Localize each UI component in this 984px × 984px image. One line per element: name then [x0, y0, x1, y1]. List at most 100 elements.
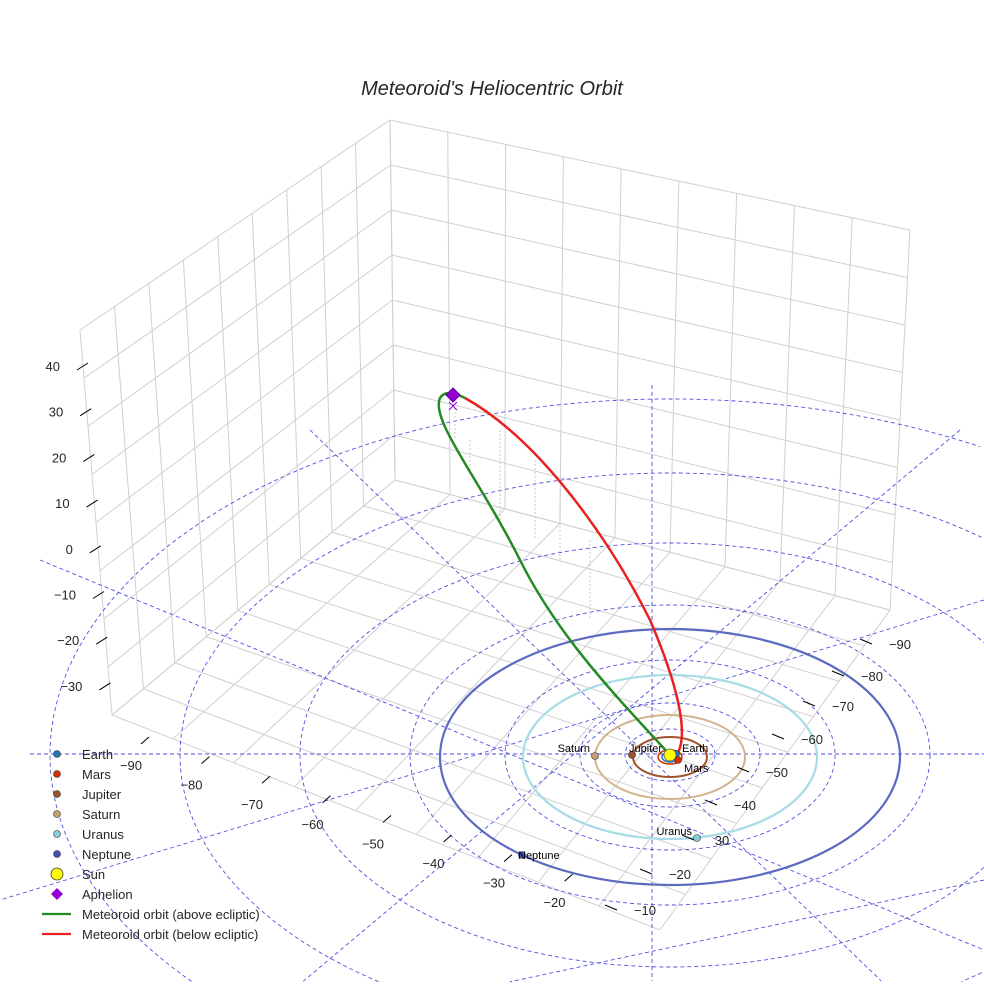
grid-line — [83, 164, 908, 379]
legend-earth-icon — [53, 750, 61, 758]
aphelion-marker — [445, 387, 461, 403]
earth-label: Earth — [682, 743, 708, 755]
aphelion-projection-icon — [448, 401, 458, 411]
polar-ring — [49, 398, 981, 982]
floor-grid-line — [111, 714, 661, 931]
z-tick-label: −10 — [54, 588, 76, 603]
grid-line — [91, 254, 903, 475]
z-tick-label: 20 — [52, 450, 66, 465]
z-tick-mark — [95, 636, 108, 645]
grid-line — [103, 389, 896, 620]
x-tick-label: −60 — [301, 817, 323, 832]
y-tick-mark — [771, 733, 785, 740]
y-tick-label: −70 — [832, 699, 854, 714]
z-tick-mark — [79, 408, 92, 417]
legend-label: Uranus — [82, 827, 124, 842]
y-tick-mark — [604, 904, 618, 911]
z-tick-label: −30 — [60, 679, 82, 694]
polar-ring — [299, 542, 984, 968]
legend-aphelion-icon — [51, 888, 63, 900]
x-tick-mark — [322, 795, 331, 804]
legend-jupiter-icon — [53, 790, 61, 798]
legend-label: Earth — [82, 747, 113, 762]
legend-label: Mars — [82, 767, 111, 782]
y-tick-label: −20 — [669, 867, 691, 882]
legend-label: Meteoroid orbit (below ecliptic) — [82, 927, 258, 942]
x-tick-label: −40 — [422, 856, 444, 871]
legend-label: Meteoroid orbit (above ecliptic) — [82, 907, 260, 922]
legend-uranus-icon — [53, 830, 61, 838]
polar-reference-grid — [0, 385, 984, 983]
axis-ticks: 40 30 20 10 0 −10 −20 −30 −90 −80 −70 −60 −50 −40 −30 −… — [46, 359, 912, 918]
z-tick-label: 30 — [49, 405, 63, 420]
grid-line — [111, 479, 891, 716]
mars-label: Mars — [684, 763, 709, 775]
x-tick-mark — [140, 736, 150, 745]
y-tick-label: −10 — [634, 903, 656, 918]
legend-mars-icon — [53, 770, 61, 778]
legend-label: Aphelion — [82, 887, 133, 902]
polar-ring — [579, 702, 761, 808]
y-tick-mark — [736, 766, 750, 773]
floor-grid-line — [206, 636, 737, 824]
y-tick-mark — [802, 700, 816, 707]
z-tick-mark — [76, 362, 89, 371]
grid-line — [99, 344, 898, 572]
y-tick-label: −50 — [766, 765, 788, 780]
x-tick-label: −90 — [120, 758, 142, 773]
x-tick-label: −70 — [241, 797, 263, 812]
y-tick-label: −40 — [734, 798, 756, 813]
floor-grid-line — [394, 479, 891, 611]
axes-grid — [79, 119, 911, 931]
y-tick-label: −60 — [801, 732, 823, 747]
polar-spoke — [303, 429, 961, 982]
floor-grid-line — [598, 595, 836, 907]
polar-ring — [504, 659, 836, 851]
legend-neptune-icon — [53, 850, 61, 858]
x-tick-label: −30 — [483, 876, 505, 891]
floor-grid-line — [363, 505, 865, 647]
grid-line — [79, 119, 911, 331]
z-tick-mark — [83, 453, 95, 462]
floor-grid-line — [331, 531, 840, 682]
x-tick-label: −50 — [362, 836, 384, 851]
polar-ring — [409, 604, 931, 906]
polar-ring — [624, 728, 716, 782]
grid-line — [107, 434, 893, 668]
x-tick-mark — [382, 815, 392, 823]
floor-grid-line — [355, 537, 616, 811]
grid-line — [87, 209, 906, 427]
uranus-label: Uranus — [657, 826, 693, 838]
x-tick-mark — [201, 756, 210, 764]
floor-grid-line — [659, 609, 891, 931]
chart-title: Meteoroid's Heliocentric Orbit — [361, 78, 624, 100]
y-tick-mark — [859, 638, 873, 645]
neptune-marker — [518, 851, 526, 859]
uranus-marker — [693, 834, 701, 842]
x-tick-label: −20 — [543, 895, 565, 910]
polar-ring — [961, 972, 982, 983]
grid-line — [95, 299, 901, 523]
legend-saturn-icon — [53, 810, 61, 818]
z-tick-label: −20 — [57, 633, 79, 648]
z-tick-label: 10 — [55, 496, 69, 511]
legend: Earth Mars Jupiter Saturn Uranus Neptune Sun Ap… — [42, 747, 260, 942]
planet-markers: Earth Mars Jupiter Saturn Uranus Neptune — [518, 743, 709, 862]
legend-label: Neptune — [82, 847, 131, 862]
legend-sun-icon — [50, 867, 64, 881]
x-tick-label: −80 — [180, 778, 202, 793]
floor-grid-line — [237, 610, 763, 789]
legend-label: Saturn — [82, 807, 120, 822]
meteoroid-trajectory — [437, 387, 684, 758]
floor-grid-line — [111, 479, 396, 716]
y-tick-mark — [681, 834, 695, 841]
z-tick-mark — [92, 591, 105, 599]
x-tick-mark — [443, 834, 452, 843]
x-tick-mark — [261, 775, 271, 784]
floor-grid-line — [300, 557, 814, 718]
polar-spoke — [509, 879, 984, 983]
polar-spoke — [0, 599, 984, 901]
floor-grid-line — [294, 522, 561, 788]
